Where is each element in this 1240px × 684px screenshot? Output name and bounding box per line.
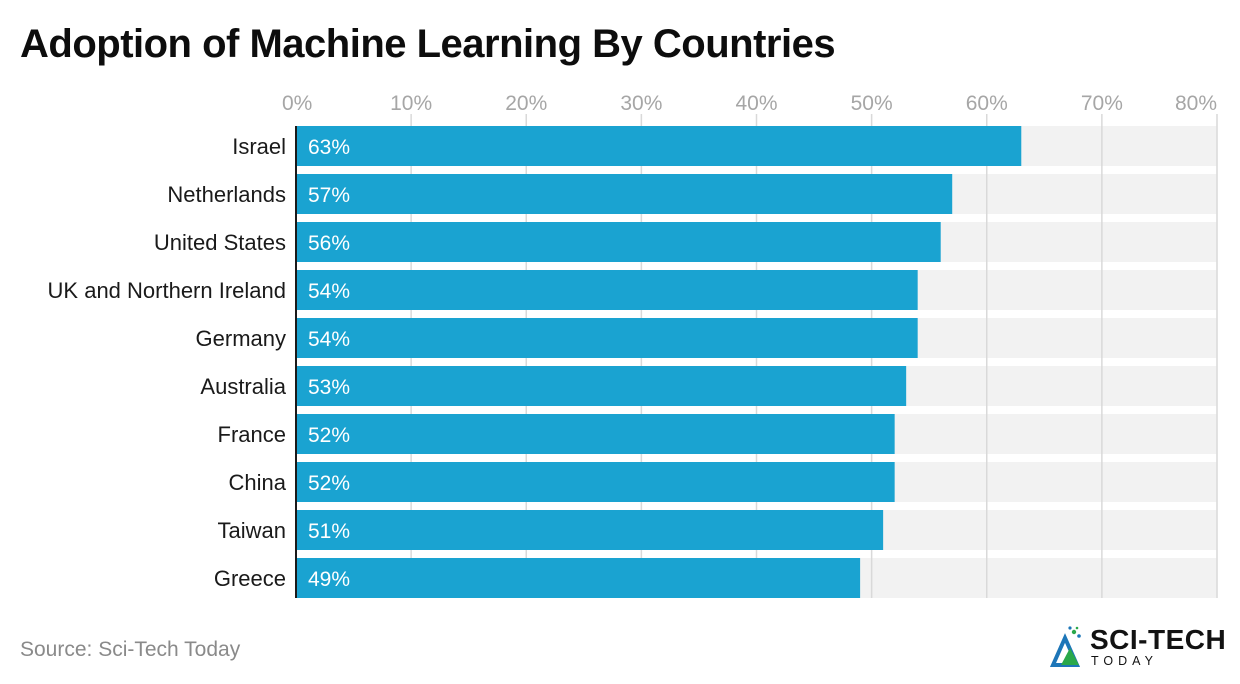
x-tick-label: 60% xyxy=(966,92,1008,115)
category-label: Greece xyxy=(214,566,286,591)
source-note: Source: Sci-Tech Today xyxy=(20,638,241,661)
bar xyxy=(296,414,895,454)
bar xyxy=(296,126,1022,166)
data-label: 54% xyxy=(308,280,350,303)
category-label: Israel xyxy=(232,134,286,159)
category-label: Netherlands xyxy=(167,182,286,207)
category-label: United States xyxy=(154,230,286,255)
chart-title: Adoption of Machine Learning By Countrie… xyxy=(20,22,836,66)
category-label: UK and Northern Ireland xyxy=(48,278,286,303)
data-label: 56% xyxy=(308,232,350,255)
x-tick-label: 10% xyxy=(390,92,432,115)
bar xyxy=(296,462,895,502)
x-tick-label: 70% xyxy=(1081,92,1123,115)
x-tick-label: 0% xyxy=(282,92,312,115)
data-label: 54% xyxy=(308,328,350,351)
x-tick-label: 30% xyxy=(620,92,662,115)
logo-text: SCI-TECH xyxy=(1090,624,1227,655)
x-tick-label: 40% xyxy=(735,92,777,115)
logo-subtext: TODAY xyxy=(1091,654,1158,668)
bar xyxy=(296,270,918,310)
sci-tech-logo: SCI-TECH TODAY xyxy=(1050,624,1230,670)
data-label: 51% xyxy=(308,520,350,543)
x-tick-label: 80% xyxy=(1175,92,1217,115)
data-label: 63% xyxy=(308,136,350,159)
data-label: 53% xyxy=(308,376,350,399)
data-label: 52% xyxy=(308,472,350,495)
data-label: 52% xyxy=(308,424,350,447)
bar xyxy=(296,174,953,214)
bar xyxy=(296,318,918,358)
x-tick-label: 20% xyxy=(505,92,547,115)
category-label: Australia xyxy=(200,374,286,399)
data-label: 49% xyxy=(308,568,350,591)
category-label: Germany xyxy=(196,326,286,351)
data-label: 57% xyxy=(308,184,350,207)
bar xyxy=(296,366,907,406)
category-label: France xyxy=(218,422,286,447)
bar xyxy=(296,558,861,598)
bar xyxy=(296,510,884,550)
category-label: Taiwan xyxy=(218,518,286,543)
category-label: China xyxy=(229,470,287,495)
bar xyxy=(296,222,941,262)
sci-tech-logo-icon xyxy=(1050,626,1081,667)
x-tick-label: 50% xyxy=(851,92,893,115)
